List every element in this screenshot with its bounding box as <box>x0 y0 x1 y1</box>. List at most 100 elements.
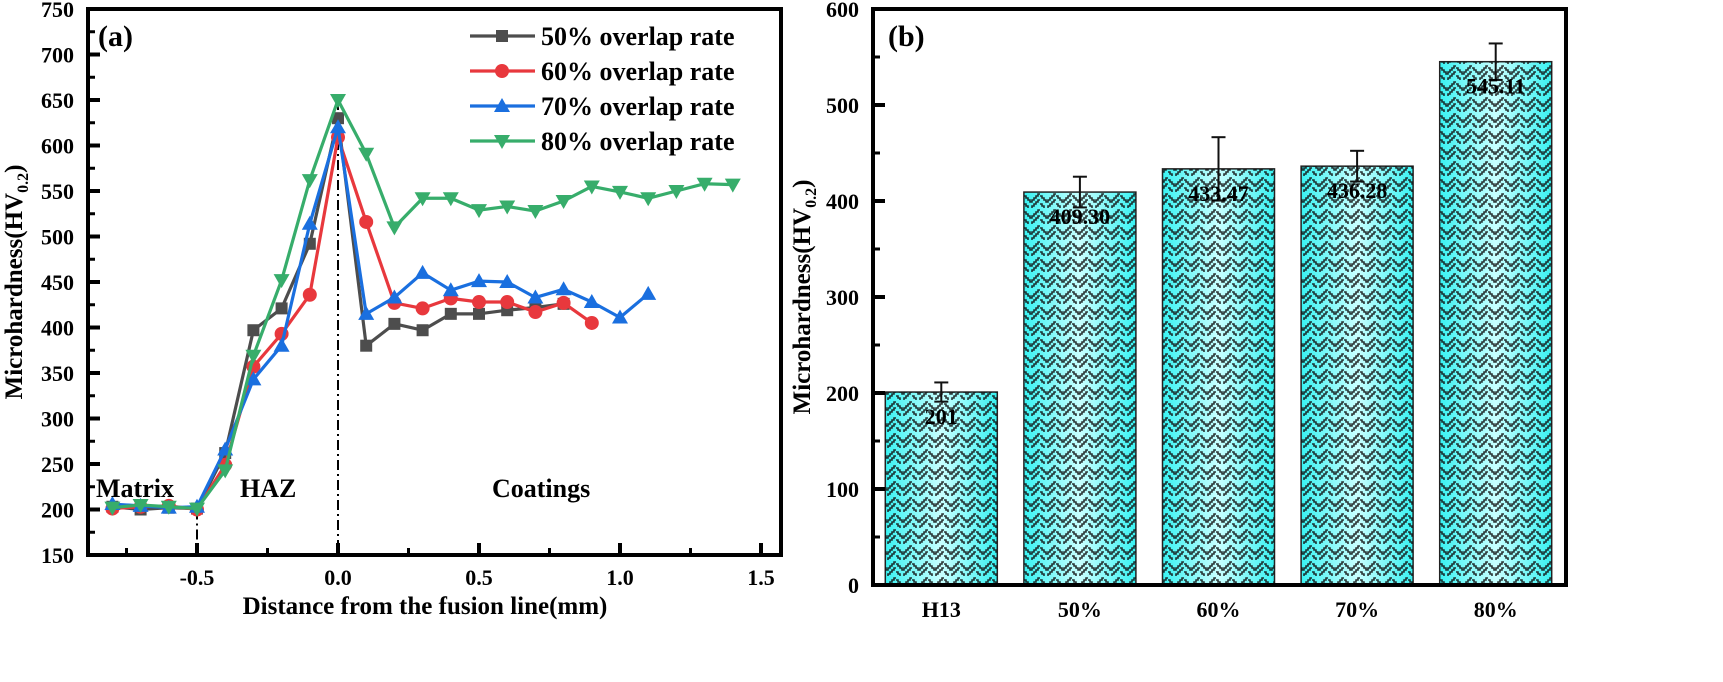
legend-item: 50% overlap rate <box>470 22 735 51</box>
x-tick-label-b: 60% <box>1197 597 1241 622</box>
y-axis-title-a: Microhardness(HV0.2) <box>1 165 32 400</box>
y-tick-label-a: 150 <box>41 543 74 568</box>
bar-pattern <box>1439 61 1552 586</box>
data-point <box>442 192 459 207</box>
data-point <box>471 273 487 288</box>
x-axis-a: -0.5 0.0 0.5 1.0 1.5 <box>125 543 775 590</box>
data-point <box>386 221 403 236</box>
legend-item: 80% overlap rate <box>470 127 735 156</box>
bar-pattern <box>1023 192 1136 585</box>
bar-80-percent: 545.11 <box>1438 42 1553 586</box>
x-tick-label-a: -0.5 <box>180 565 215 590</box>
series-line <box>112 116 564 512</box>
data-point <box>583 294 600 309</box>
data-point <box>275 302 288 315</box>
legend-marker <box>494 98 510 112</box>
bar-60-percent: 433.47 <box>1161 136 1276 586</box>
legend-marker <box>494 135 510 149</box>
data-point <box>386 289 403 304</box>
y-tick-label-a: 500 <box>41 225 74 250</box>
data-point <box>499 274 516 288</box>
data-point <box>555 281 572 296</box>
data-point <box>414 192 431 207</box>
data-point <box>388 317 401 330</box>
data-point <box>414 264 431 279</box>
data-point <box>473 307 485 320</box>
data-point <box>612 309 628 324</box>
reference-lines <box>196 100 339 555</box>
series-60-percent <box>105 130 599 517</box>
y-tick-label-a: 550 <box>41 179 74 204</box>
y-axis-b: 0 100 200 300 400 500 600 <box>826 0 885 598</box>
panel-label-b: (b) <box>888 20 925 53</box>
y-tick-label-a: 600 <box>41 134 74 159</box>
data-point <box>640 192 657 207</box>
data-point <box>442 282 459 297</box>
y-tick-label-a: 400 <box>41 316 74 341</box>
legend-label: 80% overlap rate <box>541 127 735 156</box>
series-group <box>104 94 741 517</box>
y-tick-label-a: 650 <box>41 88 74 113</box>
y-tick-label-b: 400 <box>826 189 859 214</box>
x-tick-label-a: 1.5 <box>747 565 775 590</box>
x-tick-label-a: 0.0 <box>324 565 352 590</box>
y-tick-label-b: 100 <box>826 477 859 502</box>
data-point <box>330 94 346 108</box>
data-point <box>273 337 290 352</box>
data-point <box>500 295 515 310</box>
y-axis-a: 150 200 250 300 350 400 450 500 550 600 650 700 750 <box>41 0 100 568</box>
y-tick-label-b: 300 <box>826 285 859 310</box>
x-axis-title-a: Distance from the fusion line(mm) <box>243 593 608 620</box>
y-tick-label-a: 250 <box>41 452 74 477</box>
x-tick-label-a: 1.0 <box>606 565 634 590</box>
bars-group: 201 409.30 433.47 436.28 545.11 <box>884 42 1553 586</box>
y-tick-label-a: 350 <box>41 361 74 386</box>
data-point <box>499 200 516 215</box>
data-point <box>358 147 375 162</box>
data-point <box>555 195 572 210</box>
series-70-percent <box>104 119 657 514</box>
bar-value-label: 545.11 <box>1466 74 1525 99</box>
data-point <box>245 371 262 386</box>
data-point <box>358 305 375 320</box>
x-tick-label-a: 0.5 <box>465 565 493 590</box>
legend-marker <box>495 64 509 78</box>
y-tick-label-a: 200 <box>41 498 74 523</box>
y-axis-title-a-main: Microhardness(HV <box>1 193 28 399</box>
data-point <box>332 112 344 125</box>
y-axis-title-b-suffix: ) <box>789 180 816 188</box>
panel-label-a: (a) <box>98 20 133 53</box>
bar-pattern <box>1162 168 1275 585</box>
data-point <box>245 349 262 364</box>
data-point <box>527 205 544 220</box>
data-point <box>668 185 685 199</box>
y-tick-label-b: 0 <box>848 573 859 598</box>
bar-value-label: 409.30 <box>1050 204 1111 229</box>
series-line <box>112 125 650 510</box>
data-point <box>527 289 544 304</box>
data-point <box>556 295 571 310</box>
y-tick-label-b: 600 <box>826 0 859 22</box>
bar-value-label: 436.28 <box>1327 178 1388 203</box>
legend: 50% overlap rate 60% overlap rate 70% over… <box>470 22 735 156</box>
data-point <box>471 204 487 219</box>
data-point <box>415 301 430 316</box>
bar-H13: 201 <box>884 381 999 586</box>
bar-pattern <box>885 392 998 585</box>
data-point <box>132 498 149 513</box>
data-point <box>696 177 713 192</box>
x-tick-label-b: 50% <box>1058 597 1102 622</box>
y-tick-label-a: 450 <box>41 270 74 295</box>
data-point <box>301 174 318 189</box>
data-point <box>189 502 205 517</box>
data-point <box>359 214 374 229</box>
legend-label: 70% overlap rate <box>541 92 735 121</box>
data-point <box>444 307 457 320</box>
series-line <box>112 135 593 512</box>
region-label-matrix: Matrix <box>96 474 174 503</box>
y-axis-title-a-suffix: ) <box>1 165 28 173</box>
legend-label: 50% overlap rate <box>541 22 735 51</box>
y-tick-label-a: 750 <box>41 0 74 22</box>
y-axis-title-a-sub: 0.2 <box>15 173 32 193</box>
